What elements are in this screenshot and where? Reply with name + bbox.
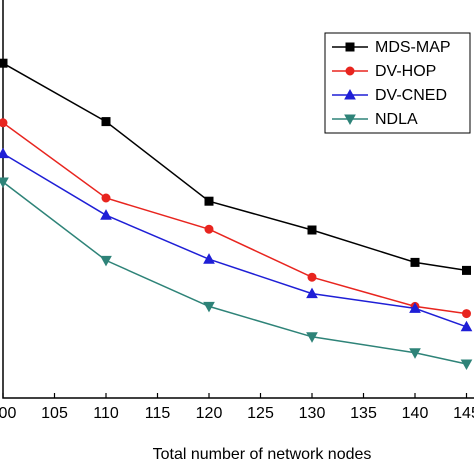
series-line [2, 152, 467, 328]
data-point [409, 348, 421, 359]
legend-marker [344, 88, 356, 100]
data-point [460, 359, 473, 371]
x-tick-label: 120 [196, 405, 223, 422]
data-point [101, 193, 111, 203]
data-point [0, 58, 8, 68]
data-point [409, 302, 421, 313]
data-point [0, 177, 9, 189]
legend-label: DV-CNED [375, 87, 447, 104]
data-point [307, 225, 317, 235]
data-point [462, 265, 471, 275]
data-point [0, 147, 9, 159]
x-tick-label: 110 [93, 405, 119, 422]
x-tick-label: 130 [299, 405, 326, 422]
data-point [462, 309, 471, 319]
x-tick-label: 140 [402, 405, 429, 422]
series-line [2, 62, 467, 272]
x-tick-label: 100 [0, 405, 16, 422]
legend-label: DV-HOP [375, 63, 436, 80]
data-point [204, 196, 214, 206]
legend-label: NDLA [375, 111, 418, 128]
x-tick-label: 105 [41, 405, 68, 422]
x-tick-label: 135 [350, 405, 377, 422]
data-point [204, 224, 214, 234]
x-axis-label: Total number of network nodes [153, 446, 372, 463]
x-tick-label: 115 [145, 405, 171, 422]
data-point [100, 255, 112, 267]
data-point [0, 118, 8, 128]
x-tick-label: 145 [453, 405, 474, 422]
series-line [2, 122, 467, 315]
legend-label: MDS-MAP [375, 39, 451, 56]
x-tick-label: 125 [247, 405, 274, 422]
legend-marker [345, 42, 355, 52]
data-point [101, 117, 111, 127]
data-point [203, 301, 215, 313]
data-point [307, 272, 317, 282]
data-point [100, 209, 112, 220]
data-point [306, 332, 318, 343]
data-point [410, 257, 420, 267]
legend-marker [344, 114, 356, 126]
data-point [460, 320, 473, 332]
data-point [203, 253, 215, 264]
data-point [306, 287, 318, 299]
series-line [2, 181, 467, 365]
legend-marker [345, 66, 355, 76]
